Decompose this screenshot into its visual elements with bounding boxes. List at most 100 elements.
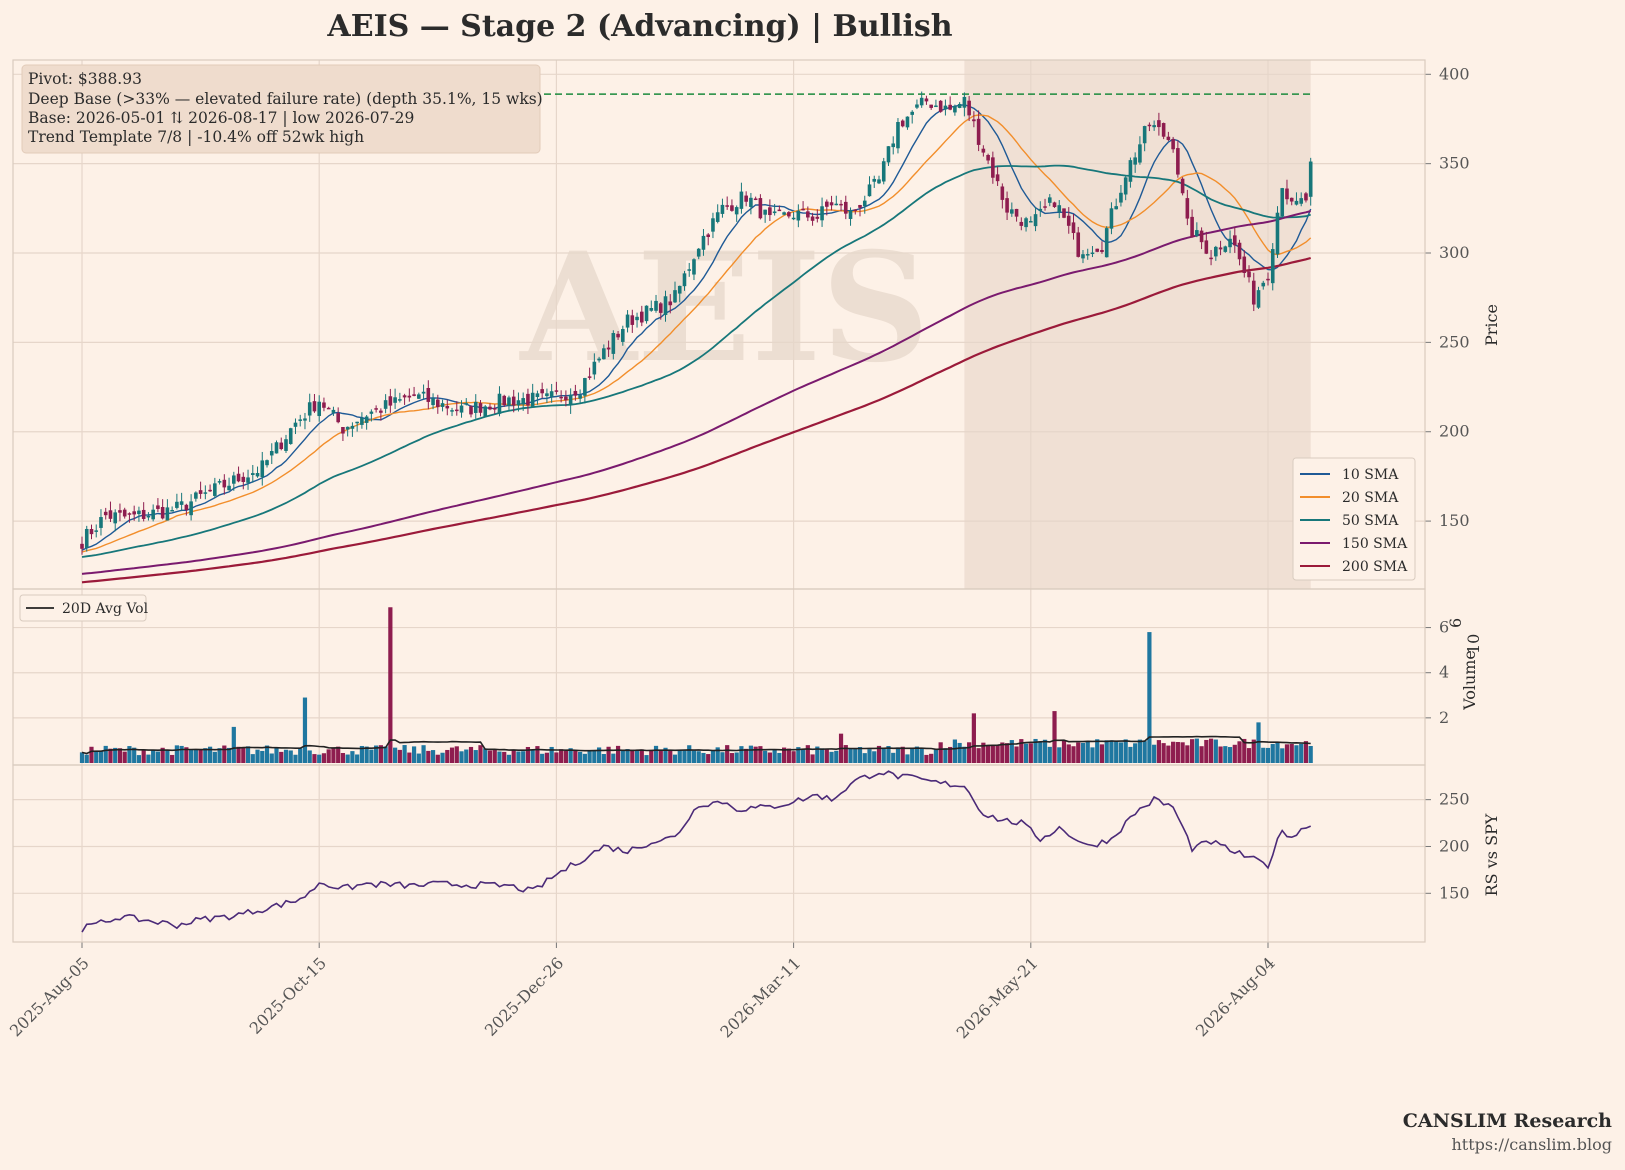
candle-body: [94, 530, 99, 532]
candle-body: [919, 97, 924, 106]
candle-body: [858, 204, 862, 208]
volume-tick-label: 4: [1439, 663, 1449, 682]
price-tick-label: 350: [1439, 154, 1470, 173]
volume-bar: [663, 747, 668, 763]
candle-body: [720, 204, 725, 214]
volume-bar: [1133, 743, 1138, 763]
candle-body: [198, 490, 203, 494]
candle-body: [839, 203, 843, 206]
volume-bar: [763, 750, 768, 763]
x-tick-label: 2025-Dec-26: [481, 953, 567, 1039]
price-tick-label: 150: [1439, 511, 1470, 530]
volume-bar: [938, 742, 943, 763]
volume-bar: [1118, 742, 1124, 763]
candle-body: [825, 201, 829, 207]
candle-body: [473, 401, 478, 413]
volume-bar: [758, 746, 763, 763]
volume-bar: [402, 745, 407, 763]
candle-body: [682, 273, 687, 287]
candle-body: [611, 333, 616, 354]
rs-tick-label: 250: [1439, 790, 1470, 809]
volume-bar: [1152, 744, 1157, 763]
candle-body: [597, 358, 601, 361]
candle-body: [1062, 208, 1066, 218]
candle-body: [820, 206, 824, 221]
volume-bar: [995, 744, 1000, 763]
candlestick-layer: [80, 91, 1313, 555]
volume-bar: [1237, 741, 1242, 763]
volume-bar: [122, 751, 127, 763]
candle-body: [881, 161, 886, 182]
avg-vol-legend-label: 20D Avg Vol: [62, 601, 149, 617]
base-shade: [964, 60, 1311, 589]
volume-bar: [872, 751, 877, 763]
candle-body: [407, 395, 412, 398]
volume-bar: [682, 750, 687, 763]
volume-bar: [1061, 740, 1067, 763]
candle-body: [1270, 249, 1275, 284]
volume-bar: [1014, 746, 1019, 763]
volume-bar: [592, 750, 597, 763]
candle-body: [326, 407, 331, 410]
volume-bar: [478, 745, 483, 763]
volume-bar: [312, 754, 317, 763]
candle-body: [867, 184, 872, 197]
volume-bar: [1256, 722, 1261, 763]
candle-body: [986, 154, 990, 161]
candle-body: [1123, 177, 1128, 195]
candle-body: [1024, 218, 1028, 228]
x-tick-label: 2026-May-21: [953, 953, 1042, 1042]
volume-bar: [1052, 711, 1057, 763]
volume-bar: [786, 748, 791, 763]
volume-bar: [630, 749, 635, 763]
candle-body: [592, 361, 597, 375]
volume-bar: [1066, 744, 1071, 763]
candle-body: [1152, 125, 1156, 128]
candle-body: [545, 393, 549, 397]
candle-body: [80, 543, 84, 549]
candle-body: [345, 426, 350, 430]
candle-body: [692, 259, 696, 275]
candle-body: [929, 104, 933, 108]
volume-bar: [587, 751, 592, 763]
volume-bar: [454, 746, 459, 763]
volume-bar: [1038, 741, 1043, 763]
candle-body: [1095, 248, 1100, 252]
candle-body: [265, 460, 269, 466]
volume-bar: [549, 746, 554, 763]
candle-body: [440, 403, 445, 407]
volume-bar: [544, 752, 550, 763]
candle-body: [436, 399, 440, 408]
volume-bar: [919, 748, 924, 763]
volume-bar: [127, 746, 132, 763]
candle-body: [621, 329, 625, 342]
volume-bar: [1090, 747, 1095, 763]
volume-bar: [967, 742, 972, 763]
volume-bar: [317, 754, 322, 763]
candle-body: [953, 106, 957, 113]
volume-bar: [193, 749, 198, 763]
volume-bar: [782, 747, 787, 763]
volume-bar: [1180, 742, 1185, 763]
volume-bar: [905, 754, 910, 763]
volume-bar: [506, 754, 512, 763]
volume-bar: [900, 746, 905, 763]
candle-body: [915, 104, 919, 108]
volume-bar: [625, 749, 630, 763]
price-tick-label: 400: [1439, 64, 1470, 83]
volume-bar: [1085, 741, 1090, 763]
candle-body: [654, 300, 658, 311]
volume-bar: [113, 747, 118, 763]
volume-bar: [1142, 741, 1147, 763]
candle-body: [402, 395, 407, 398]
volume-bar: [929, 753, 934, 763]
volume-bar: [487, 750, 493, 763]
volume-bar: [198, 749, 203, 763]
candle-body: [445, 405, 450, 409]
volume-bar: [378, 745, 383, 763]
price-axis-label: Price: [1482, 304, 1501, 346]
candle-body: [284, 439, 288, 451]
sma20-line: [81, 114, 1312, 553]
candle-body: [1209, 257, 1213, 260]
candle-body: [250, 473, 255, 475]
